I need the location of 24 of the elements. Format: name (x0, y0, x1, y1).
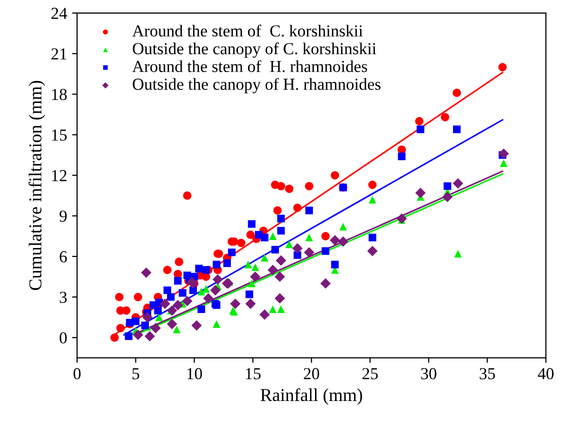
y-tick-label: 6 (60, 251, 67, 262)
legend-label: Outside the canopy of H. rhamnoides (132, 78, 380, 94)
legend-label: Around the stem of C. korshinskii (132, 24, 363, 37)
x-axis-title: Rainfall (mm) (260, 388, 362, 405)
x-tick-label: 25 (362, 368, 378, 380)
y-tick-label: 0 (60, 332, 67, 344)
y-axis-title: Cumulative infiltration (mm) (28, 80, 46, 290)
y-tick-label: 9 (60, 210, 67, 222)
x-tick-label: 40 (538, 368, 554, 380)
x-tick-label: 30 (421, 368, 436, 380)
legend-label: Around the stem of H. rhamnoides (132, 60, 368, 72)
x-tick-label: 0 (74, 368, 81, 380)
y-tick-label: 18 (52, 88, 67, 100)
y-tick-label: 12 (52, 170, 66, 182)
legend-label: Outside the canopy of C. korshinskii (132, 42, 376, 58)
y-tick-label: 21 (51, 48, 66, 60)
y-tick-label: 15 (52, 130, 67, 141)
x-tick-label: 10 (187, 368, 202, 380)
x-tick-label: 5 (132, 368, 140, 380)
y-tick-label: 3 (60, 292, 67, 303)
y-tick-label: 24 (51, 8, 68, 19)
x-tick-label: 35 (480, 368, 495, 380)
x-tick-label: 20 (304, 368, 320, 380)
x-tick-label: 15 (246, 368, 261, 380)
